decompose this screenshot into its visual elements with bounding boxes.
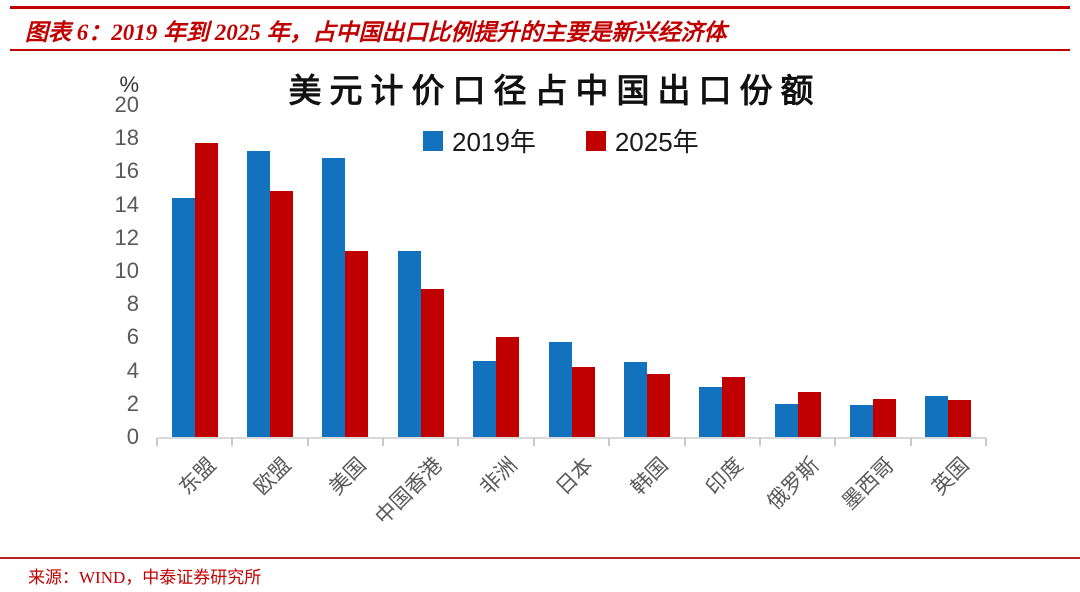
x-category-label-欧盟: 欧盟 [249, 453, 296, 500]
source-note: 来源：WIND，中泰证券研究所 [28, 568, 262, 587]
x-category-label-日本: 日本 [551, 453, 598, 500]
y-tick-label-18: 18 [114, 125, 139, 151]
x-axis-tick [608, 438, 611, 446]
y-tick-label-10: 10 [114, 258, 139, 283]
x-category-label-非洲: 非洲 [475, 453, 522, 500]
bar-2019年-东盟 [171, 197, 195, 437]
bar-2025年-俄罗斯 [797, 392, 821, 437]
legend-item-2019: 2019年 [423, 122, 536, 159]
bar-2019年-韩国 [623, 362, 647, 437]
bar-2025年-韩国 [646, 373, 670, 437]
x-axis-tick [231, 438, 234, 446]
header-rule-bottom [10, 49, 1070, 51]
figure-caption: 图表 6：2019 年到 2025 年，占中国出口比例提升的主要是新兴经济体 [25, 20, 727, 45]
y-tick-label-16: 16 [114, 158, 139, 184]
legend-label-2019: 2019年 [452, 127, 536, 157]
x-axis-tick [758, 438, 761, 446]
legend-swatch-2025 [585, 130, 606, 151]
y-tick-label-8: 8 [126, 291, 139, 317]
y-tick-label-4: 4 [126, 357, 139, 383]
legend-item-2025: 2025年 [585, 122, 699, 159]
x-axis-tick [909, 438, 912, 446]
bar-2019年-英国 [925, 395, 949, 437]
bar-2025年-中国香港 [420, 289, 444, 437]
bar-2025年-墨西哥 [872, 398, 896, 437]
x-axis-line [157, 437, 986, 439]
x-category-label-中国香港: 中国香港 [370, 453, 447, 530]
x-category-label-东盟: 东盟 [174, 453, 221, 500]
x-axis-tick [532, 438, 535, 446]
bar-2025年-英国 [948, 400, 972, 437]
bar-2025年-东盟 [194, 143, 218, 437]
y-tick-label-2: 2 [126, 390, 139, 416]
bar-2025年-非洲 [496, 337, 520, 437]
header-rule-top [10, 6, 1070, 9]
bar-2019年-非洲 [473, 360, 497, 437]
bar-2025年-美国 [345, 251, 369, 437]
x-category-label-英国: 英国 [928, 453, 975, 500]
x-category-label-美国: 美国 [325, 453, 372, 500]
x-axis-tick [683, 438, 686, 446]
bar-2019年-美国 [322, 158, 346, 437]
x-axis-tick [156, 438, 158, 446]
bar-2019年-墨西哥 [849, 405, 873, 437]
bar-2019年-中国香港 [397, 251, 421, 437]
y-axis-unit-label: % [119, 72, 139, 97]
x-axis-tick [457, 438, 460, 446]
bar-2019年-欧盟 [247, 151, 271, 437]
y-tick-label-14: 14 [114, 191, 139, 217]
x-axis-tick [834, 438, 837, 446]
bar-2025年-印度 [722, 377, 746, 437]
chart-title: 美元计价口径占中国出口份额 [288, 71, 822, 110]
bar-2019年-印度 [699, 387, 723, 437]
y-tick-label-6: 6 [126, 324, 139, 350]
bar-2025年-欧盟 [270, 191, 294, 437]
y-tick-label-0: 0 [126, 424, 139, 449]
footer-rule [0, 557, 1080, 559]
bar-2025年-日本 [571, 367, 595, 437]
y-tick-label-12: 12 [114, 224, 139, 250]
x-category-label-印度: 印度 [702, 453, 749, 500]
bar-2019年-俄罗斯 [774, 403, 798, 437]
x-axis-tick [985, 438, 987, 446]
legend-label-2025: 2025年 [614, 127, 699, 157]
bar-2019年-日本 [548, 342, 572, 437]
x-category-label-韩国: 韩国 [626, 453, 673, 500]
y-tick-label-20: 20 [114, 92, 139, 117]
x-axis-tick [382, 438, 385, 446]
x-axis-tick [306, 438, 309, 446]
x-category-label-墨西哥: 墨西哥 [837, 453, 899, 515]
x-category-label-俄罗斯: 俄罗斯 [762, 453, 824, 515]
legend-swatch-2019 [423, 130, 443, 151]
chart-legend: 2019年 2025年 [423, 122, 699, 159]
